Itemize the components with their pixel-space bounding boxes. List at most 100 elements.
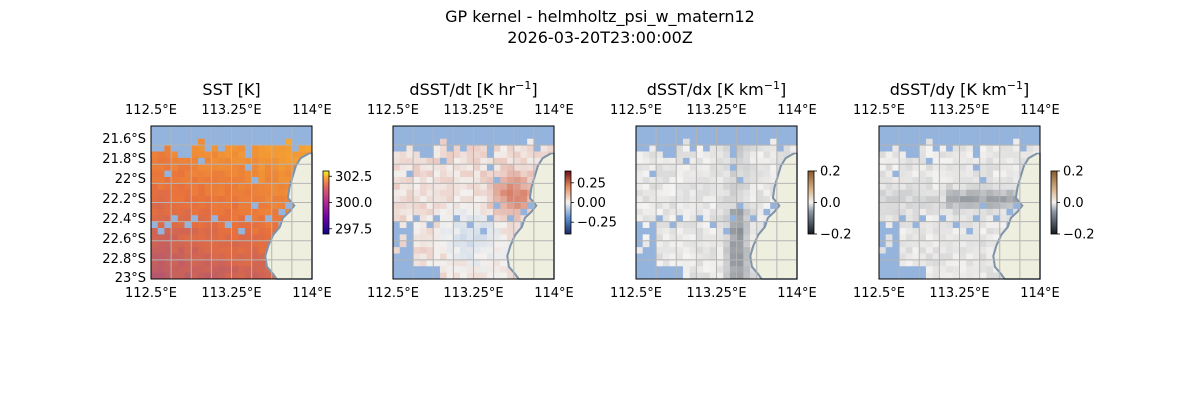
heatmap-cell: [682, 215, 691, 223]
heatmap-cell: [972, 240, 981, 248]
heatmap-cell: [993, 215, 1001, 223]
heatmap-cell: [966, 196, 974, 203]
heatmap-cell: [783, 151, 791, 159]
heatmap-cell: [952, 234, 960, 242]
heatmap-cell: [393, 202, 401, 210]
heatmap-cell: [453, 234, 461, 242]
heatmap-cell: [905, 157, 913, 165]
heatmap-cell: [184, 196, 192, 203]
heatmap-cell: [993, 132, 1001, 140]
heatmap-cell: [662, 189, 670, 197]
heatmap-cell: [439, 240, 448, 248]
heatmap-cell: [507, 164, 515, 172]
heatmap-cell: [460, 202, 468, 210]
heatmap-cell: [689, 253, 697, 261]
axes-frame: [635, 125, 798, 280]
heatmap-cell: [520, 177, 528, 184]
heatmap-cell: [966, 202, 974, 210]
heatmap-cell: [912, 259, 920, 267]
heatmap-cell: [191, 266, 199, 274]
heatmap-cell: [218, 259, 226, 267]
heatmap-cell: [716, 215, 724, 223]
x-tick-label-top: 114°E: [1020, 103, 1060, 118]
heatmap-cell: [224, 240, 232, 248]
heatmap-cell: [946, 177, 954, 184]
heatmap-cell: [1013, 157, 1021, 165]
heatmap-cells: [879, 126, 1041, 280]
heatmap-cell: [393, 247, 401, 254]
heatmap-cell: [912, 157, 920, 165]
heatmap-cell: [271, 196, 279, 203]
heatmap-cell: [979, 196, 987, 203]
heatmap-cell: [636, 272, 644, 280]
heatmap-cell: [191, 202, 199, 210]
heatmap-cell: [649, 234, 657, 242]
heatmap-cell: [932, 170, 940, 178]
heatmap-cell: [986, 177, 994, 184]
heatmap-cell: [959, 234, 967, 242]
heatmap-cell: [426, 272, 434, 280]
heatmap-cell: [433, 189, 441, 197]
heatmap-cell: [736, 215, 744, 223]
heatmap-cell: [493, 145, 501, 152]
heatmap-cell: [642, 208, 650, 216]
heatmap-cell: [966, 234, 974, 242]
coastline: [749, 152, 795, 280]
heatmap-cell: [979, 240, 987, 248]
heatmap-cell: [204, 164, 212, 172]
heatmap-cell: [966, 272, 974, 280]
heatmap-cell: [696, 189, 704, 197]
heatmap-cell: [743, 177, 751, 184]
heatmap-cell: [393, 189, 401, 197]
heatmap-cell: [446, 196, 454, 203]
heatmap-cell: [224, 266, 232, 274]
heatmap-cell: [466, 126, 474, 133]
heatmap-cell: [151, 183, 159, 191]
colorbar-tick-label: 0.0: [820, 196, 841, 211]
heatmap-cell: [157, 202, 165, 210]
heatmap-cell: [636, 234, 644, 242]
heatmap-cell: [520, 138, 528, 146]
heatmap-cell: [636, 145, 644, 152]
heatmap-cell: [231, 145, 239, 152]
heatmap-cell: [790, 145, 798, 152]
heatmap-cell: [999, 151, 1007, 159]
heatmap-cell: [939, 253, 947, 261]
colorbar-tick-label: −0.2: [820, 228, 852, 243]
heatmap-cell: [946, 228, 954, 235]
heatmap-cell: [426, 126, 434, 133]
heatmap-cell: [919, 138, 927, 146]
heatmap-cell: [278, 157, 286, 165]
heatmap-cell: [925, 151, 934, 159]
heatmap-cell: [278, 138, 286, 146]
heatmap-cell: [925, 215, 934, 223]
heatmap-cell: [696, 202, 704, 210]
heatmap-cell: [439, 266, 448, 274]
heatmap-cell: [520, 202, 528, 210]
heatmap-cell: [892, 126, 900, 133]
heatmap-cell: [177, 164, 185, 172]
heatmap-cell: [763, 132, 771, 140]
heatmap-cell: [723, 221, 731, 229]
heatmap-cell: [709, 196, 717, 203]
heatmap-cell: [972, 132, 981, 140]
heatmap-cell: [399, 272, 407, 280]
panel-title-main: dSST/dt [K hr: [409, 80, 515, 99]
heatmap-cell: [493, 196, 501, 203]
heatmap-cell: [265, 234, 273, 242]
heatmap-cell: [406, 208, 414, 216]
heatmap-cell: [669, 189, 677, 197]
heatmap-cell: [500, 151, 508, 159]
heatmap-cell: [191, 196, 199, 203]
heatmap-cell: [932, 126, 940, 133]
heatmap-cell: [912, 228, 920, 235]
heatmap-cell: [892, 253, 900, 261]
heatmap-cell: [669, 234, 677, 242]
heatmap-cell: [171, 196, 179, 203]
heatmap-cell: [1013, 177, 1021, 184]
heatmap-cell: [879, 196, 887, 203]
heatmap-cell: [218, 221, 226, 229]
heatmap-cell: [171, 183, 179, 191]
heatmap-cell: [1006, 157, 1014, 165]
heatmap-cell: [480, 196, 488, 203]
